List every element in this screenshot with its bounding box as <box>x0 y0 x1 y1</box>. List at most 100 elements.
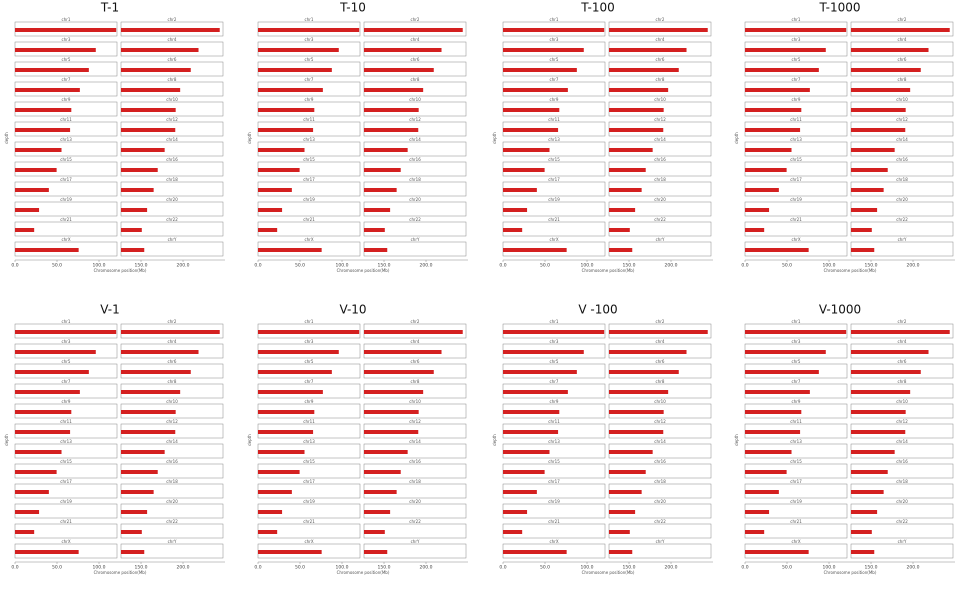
x-tick-label: 150.0 <box>623 263 636 269</box>
chromosome-label: chr13 <box>790 137 802 142</box>
coverage-bar <box>503 188 537 192</box>
coverage-bar <box>258 510 283 514</box>
chromosome-label: chr20 <box>654 499 666 504</box>
chromosome-label: chr12 <box>896 117 908 122</box>
coverage-bar <box>15 148 62 152</box>
coverage-bar <box>121 510 148 514</box>
coverage-bar <box>364 530 385 534</box>
x-axis-label: Chromosome position(Mb) <box>94 268 147 273</box>
chromosome-label: chr21 <box>790 217 802 222</box>
chromosome-label: chr8 <box>168 379 177 384</box>
chromosome-label: chrY <box>411 539 420 544</box>
chromosome-label: chr11 <box>548 117 560 122</box>
chromosome-label: chr10 <box>896 97 908 102</box>
coverage-bar <box>258 350 339 354</box>
coverage-bar <box>503 248 567 252</box>
chromosome-label: chr2 <box>411 319 420 324</box>
chromosome-label: chr16 <box>654 459 666 464</box>
chromosome-label: chr19 <box>60 197 72 202</box>
chromosome-label: chr20 <box>166 197 178 202</box>
chromosome-label: chr2 <box>898 319 907 324</box>
chromosome-label: chr7 <box>550 77 559 82</box>
coverage-bar <box>258 390 323 394</box>
chromosome-label: chr2 <box>168 17 177 22</box>
coverage-bar <box>745 168 787 172</box>
chromosome-label: chr5 <box>62 359 71 364</box>
chromosome-label: chr1 <box>550 17 559 22</box>
x-tick-label: 150.0 <box>135 263 148 269</box>
coverage-bar <box>121 88 181 92</box>
chromosome-label: chr6 <box>898 359 907 364</box>
x-tick-label: 200.0 <box>907 263 920 269</box>
x-tick-label: 50.0 <box>540 263 550 269</box>
chromosome-label: chr12 <box>896 419 908 424</box>
coverage-bar <box>121 530 142 534</box>
chromosome-label: chr9 <box>550 97 559 102</box>
x-tick-label: 200.0 <box>177 565 190 571</box>
coverage-bar <box>258 188 292 192</box>
coverage-bar <box>15 208 40 212</box>
chromosome-label: chr3 <box>550 339 559 344</box>
chromosome-label: chr17 <box>303 177 315 182</box>
chromosome-label: chr16 <box>896 157 908 162</box>
chromosome-label: chr19 <box>548 499 560 504</box>
coverage-bar <box>851 48 929 52</box>
panel-title: T-100 <box>580 1 614 15</box>
coverage-bar <box>745 128 801 132</box>
x-tick-label: 100.0 <box>93 263 106 269</box>
panel-title: T-1000 <box>818 1 860 15</box>
coverage-bar <box>609 410 664 414</box>
coverage-bar <box>503 510 528 514</box>
coverage-bar <box>15 248 79 252</box>
chromosome-label: chr18 <box>654 177 666 182</box>
coverage-bar <box>851 510 878 514</box>
chromosome-label: chr18 <box>896 177 908 182</box>
chromosome-label: chr10 <box>896 399 908 404</box>
coverage-bar <box>745 88 810 92</box>
coverage-bar <box>364 28 463 32</box>
coverage-bar <box>258 550 322 554</box>
x-axis-label: Chromosome position(Mb) <box>337 570 390 575</box>
chromosome-label: chr6 <box>168 57 177 62</box>
chromosome-label: chr14 <box>654 439 666 444</box>
coverage-bar <box>364 68 434 72</box>
coverage-bar <box>15 430 71 434</box>
chromosome-label: chr9 <box>792 97 801 102</box>
chromosome-label: chr9 <box>305 97 314 102</box>
coverage-bar <box>745 410 802 414</box>
chromosome-label: chrX <box>304 237 313 242</box>
chromosome-label: chr16 <box>166 459 178 464</box>
coverage-bar <box>609 510 636 514</box>
coverage-bar <box>364 330 463 334</box>
coverage-bar <box>121 410 176 414</box>
y-axis-label: depth <box>247 434 252 446</box>
coverage-bar <box>258 48 339 52</box>
coverage-bar <box>258 208 283 212</box>
coverage-bar <box>364 148 408 152</box>
coverage-bar <box>851 208 878 212</box>
coverage-bar <box>851 148 895 152</box>
chromosome-label: chr3 <box>305 37 314 42</box>
chromosome-label: chr3 <box>62 37 71 42</box>
chromosome-label: chr13 <box>548 137 560 142</box>
coverage-bar <box>15 550 79 554</box>
coverage-bar <box>851 248 875 252</box>
chromosome-label: chr10 <box>654 97 666 102</box>
coverage-bar <box>851 490 884 494</box>
chromosome-label: chr14 <box>409 137 421 142</box>
coverage-bar <box>503 208 528 212</box>
coverage-bar <box>851 350 929 354</box>
x-tick-label: 150.0 <box>623 565 636 571</box>
y-axis-label: depth <box>4 132 9 144</box>
chromosome-label: chr11 <box>790 419 802 424</box>
coverage-bar <box>364 228 385 232</box>
coverage-bar <box>609 248 633 252</box>
chromosome-label: chr8 <box>168 77 177 82</box>
coverage-bar <box>851 168 888 172</box>
chromosome-label: chr19 <box>303 499 315 504</box>
chromosome-label: chr21 <box>60 519 72 524</box>
chromosome-label: chr18 <box>896 479 908 484</box>
chromosome-label: chr4 <box>411 339 420 344</box>
chromosome-label: chrY <box>168 539 177 544</box>
chromosome-label: chr11 <box>60 419 72 424</box>
